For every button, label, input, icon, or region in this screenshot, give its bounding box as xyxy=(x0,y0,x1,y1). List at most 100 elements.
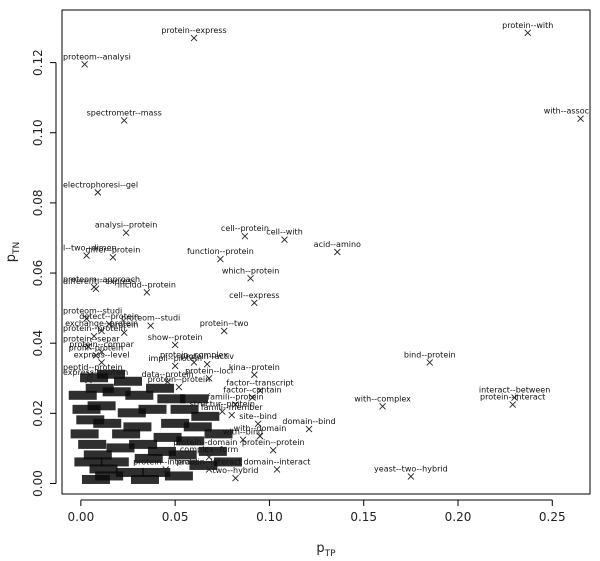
point-marker-stroke xyxy=(407,473,415,480)
point-label: domain--bind xyxy=(282,417,335,426)
point-marker-stroke xyxy=(232,401,239,408)
cluster-point xyxy=(123,422,152,432)
point-marker-stroke xyxy=(205,453,213,461)
scatter-point xyxy=(85,376,92,384)
point-marker-stroke xyxy=(218,408,226,415)
point-label: electrophoresi--gel xyxy=(63,180,138,189)
point-label: express--protein xyxy=(63,368,128,377)
cluster-blob xyxy=(134,453,163,463)
cluster-point xyxy=(164,471,193,481)
point-label: protein--two xyxy=(200,319,249,328)
point-label: detect--protein xyxy=(79,312,139,321)
x-tick-label: 0.25 xyxy=(539,510,566,524)
point-label: impli--protein xyxy=(148,354,202,363)
point-marker-stroke xyxy=(201,446,209,454)
point-marker-stroke xyxy=(426,359,434,366)
scatter-point xyxy=(105,320,113,328)
cluster-blob xyxy=(76,415,105,425)
point-marker-stroke xyxy=(220,327,228,335)
point-label: proteom--studi xyxy=(63,307,122,316)
x-axis-title-subscript: TP xyxy=(324,549,336,559)
cluster-point xyxy=(93,418,122,428)
y-tick-label: 0.06 xyxy=(31,260,45,287)
point-marker-stroke xyxy=(228,411,236,419)
scatter-point xyxy=(86,371,94,379)
cluster-point xyxy=(189,460,218,470)
cluster-blob xyxy=(168,450,197,460)
point-label: function--protein xyxy=(187,247,254,256)
cluster-point xyxy=(117,408,146,418)
y-tick-label: 0.00 xyxy=(31,470,45,497)
scatter-point xyxy=(241,232,249,240)
cluster-blob xyxy=(125,390,154,400)
scatter-point xyxy=(232,474,239,482)
cluster-blob xyxy=(146,383,175,393)
point-label: data--protein xyxy=(141,370,193,379)
cluster-blob xyxy=(204,429,233,439)
y-axis: 0.00 0.02 0.04 0.06 0.08 0.10 0.12 xyxy=(31,49,57,497)
x-tick-label: 0.05 xyxy=(162,510,189,524)
scatter-point xyxy=(205,374,213,382)
plot-frame xyxy=(61,9,591,495)
scatter-point xyxy=(509,401,517,408)
scatter-point xyxy=(205,453,213,461)
point-marker-stroke xyxy=(120,117,128,124)
point-marker-stroke xyxy=(162,466,170,473)
point-label: complex--form xyxy=(180,445,239,454)
y-tick-label: 0.08 xyxy=(31,190,45,217)
cluster-blob xyxy=(93,418,122,428)
scatter-point xyxy=(228,411,236,419)
scatter-point xyxy=(90,332,98,340)
x-tick-label: 0.10 xyxy=(256,510,283,524)
scatter-point xyxy=(426,359,434,366)
scatter-point xyxy=(143,289,151,296)
point-marker-stroke xyxy=(251,371,258,379)
point-marker-stroke xyxy=(273,466,281,473)
point-label: analysi--protein xyxy=(95,221,157,230)
cluster-point xyxy=(74,457,103,467)
point-label: peptid--protein xyxy=(63,363,123,372)
cluster-blob xyxy=(180,394,208,404)
scatter-point xyxy=(98,348,105,356)
point-label: site--bind xyxy=(239,412,277,421)
point-label: protein--protein xyxy=(63,324,126,333)
cluster-point xyxy=(97,369,126,379)
scatter-point xyxy=(94,189,102,196)
cluster-blob xyxy=(213,457,242,467)
point-marker-stroke xyxy=(249,394,256,401)
scatter-point xyxy=(379,403,386,410)
point-label: protein--complex xyxy=(160,350,228,359)
point-marker-stroke xyxy=(190,359,198,366)
point-label: cell--express xyxy=(229,291,280,300)
cluster-point xyxy=(213,457,242,467)
scatter-point xyxy=(120,329,128,336)
point-marker-stroke xyxy=(122,229,130,237)
scatter-point xyxy=(98,359,105,366)
point-label: protein--interact xyxy=(176,457,241,466)
point-marker-stroke xyxy=(511,394,518,401)
scatter-point xyxy=(147,322,154,329)
scatter-point xyxy=(83,315,90,322)
point-marker-stroke xyxy=(205,466,213,473)
cluster-blob xyxy=(115,467,144,477)
point-marker-stroke xyxy=(83,315,90,322)
cluster-point xyxy=(170,404,199,414)
point-label: yeast--two--hybrid xyxy=(374,464,448,473)
scatter-point xyxy=(251,299,258,307)
cluster-blob xyxy=(153,432,182,442)
cluster-blob xyxy=(89,464,118,474)
scatter-point xyxy=(251,371,258,379)
point-label: protein xyxy=(110,321,138,330)
point-marker-stroke xyxy=(217,255,224,263)
cluster-blob xyxy=(147,446,176,456)
cluster-point xyxy=(78,439,107,449)
cluster-point xyxy=(130,474,159,484)
cluster-blob xyxy=(189,460,218,470)
scatter-point xyxy=(333,248,341,256)
point-label: proteom--approach xyxy=(63,275,140,284)
scatter-point xyxy=(249,394,256,401)
cluster-point xyxy=(183,422,212,432)
scatter-point xyxy=(220,327,228,335)
point-marker-stroke xyxy=(509,401,517,408)
